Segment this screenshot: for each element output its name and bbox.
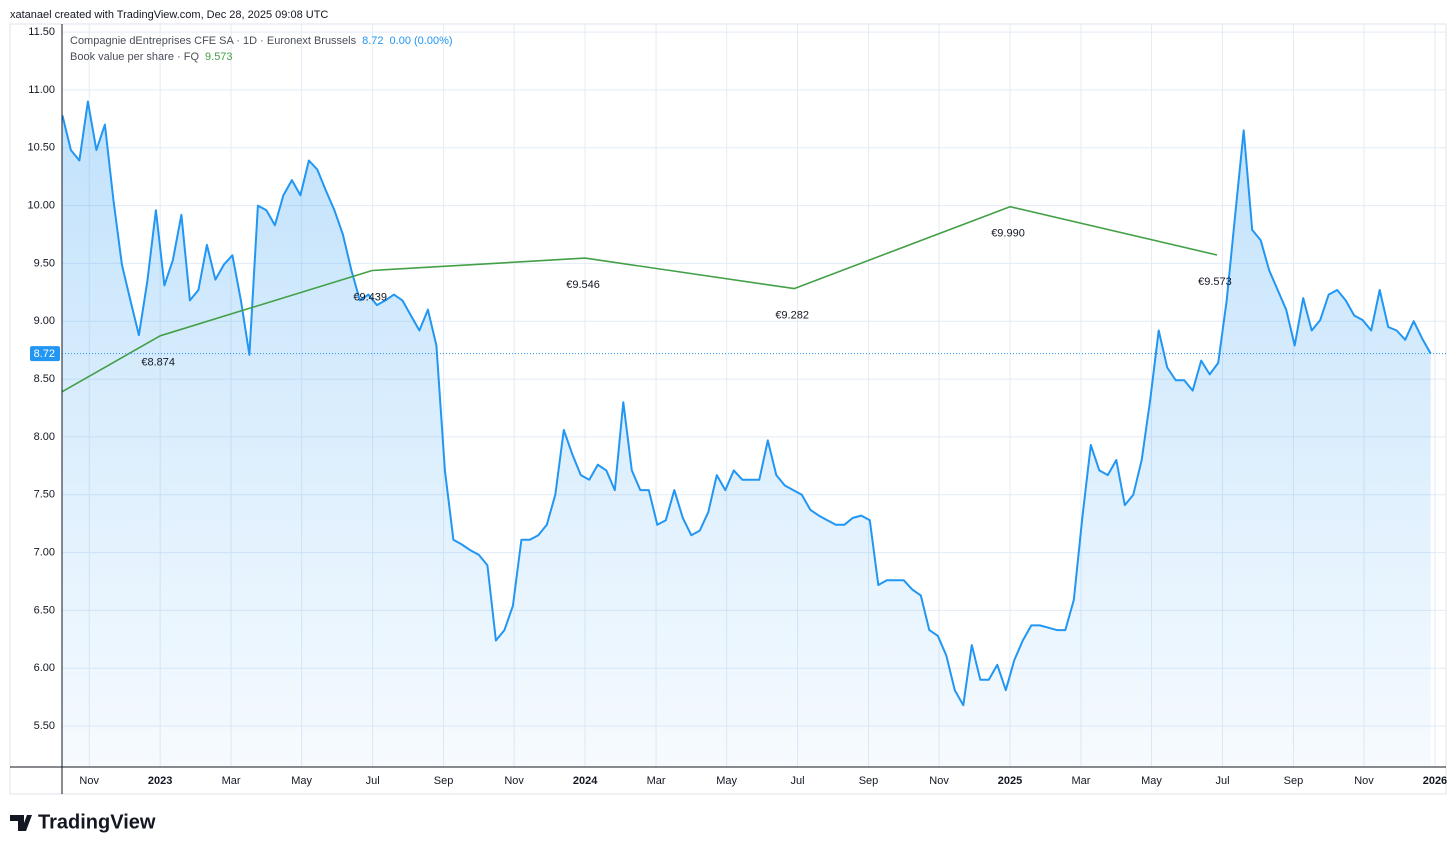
last-price-tag (30, 346, 60, 362)
x-tick-label: 2025 (998, 775, 1022, 787)
logo: TradingView (10, 811, 156, 833)
data-label: €9.282 (775, 310, 809, 322)
x-tick-label: Mar (647, 775, 666, 787)
x-tick-label: Sep (859, 775, 879, 787)
price-line (61, 100, 1432, 707)
last-price-label: 8.72 (34, 348, 55, 360)
plot: €8.874 €9.439 €9.546 €9.282 €9.990 €9.573 (61, 100, 1446, 767)
price-area (62, 101, 1431, 767)
legend-change: 0.00 (0.00%) (390, 35, 453, 47)
x-tick-label: Mar (222, 775, 241, 787)
legend: Compagnie dEntreprises CFE SA · 1D · Eur… (70, 35, 453, 63)
legend-indicator: Book value per share · FQ (70, 51, 199, 63)
x-tick-label: Nov (929, 775, 949, 787)
y-tick-label: 11.00 (28, 84, 55, 96)
data-label: €9.573 (1198, 276, 1232, 288)
legend-symbol: Compagnie dEntreprises CFE SA · 1D · Eur… (70, 35, 357, 47)
credit: xatanael created with TradingView.com, D… (10, 9, 328, 21)
x-tick-label: Sep (434, 775, 454, 787)
data-label: €9.439 (353, 291, 387, 303)
logo-icon (10, 815, 32, 831)
y-tick-label: 5.50 (34, 720, 55, 732)
x-tick-label: May (291, 775, 312, 787)
y-tick-label: 9.50 (34, 257, 55, 269)
data-label: €9.990 (991, 228, 1025, 240)
x-tick-label: May (716, 775, 737, 787)
x-tick-label: Nov (1354, 775, 1374, 787)
y-tick-label: 7.50 (34, 489, 55, 501)
x-tick-label: 2026 (1423, 775, 1447, 787)
data-label: €9.546 (566, 279, 600, 291)
x-tick-label: 2024 (573, 775, 598, 787)
x-tick-label: Sep (1284, 775, 1304, 787)
x-tick-label: Jul (791, 775, 805, 787)
legend-price: 8.72 (362, 35, 383, 47)
data-label: €8.874 (141, 357, 175, 369)
x-tick-label: Jul (1215, 775, 1229, 787)
y-tick-label: 8.50 (34, 373, 55, 385)
x-tick-label: 2023 (148, 775, 172, 787)
x-tick-label: Mar (1072, 775, 1091, 787)
chart-frame (9, 23, 1447, 795)
y-tick-label: 7.00 (34, 546, 55, 558)
y-tick-label: 6.50 (34, 604, 55, 616)
y-tick-label: 11.50 (28, 26, 55, 38)
x-tick-label: Jul (366, 775, 380, 787)
y-tick-label: 9.00 (34, 315, 55, 327)
x-tick-label: Nov (504, 775, 524, 787)
y-tick-label: 10.50 (27, 142, 55, 154)
indicator-line (61, 205, 1218, 393)
x-tick-label: May (1141, 775, 1162, 787)
y-tick-label: 10.00 (27, 199, 55, 211)
y-tick-label: 8.00 (34, 431, 55, 443)
y-tick-label: 6.00 (34, 662, 55, 674)
legend-indicator-value: 9.573 (205, 51, 233, 63)
logo-text: TradingView (38, 811, 156, 833)
x-tick-label: Nov (79, 775, 99, 787)
